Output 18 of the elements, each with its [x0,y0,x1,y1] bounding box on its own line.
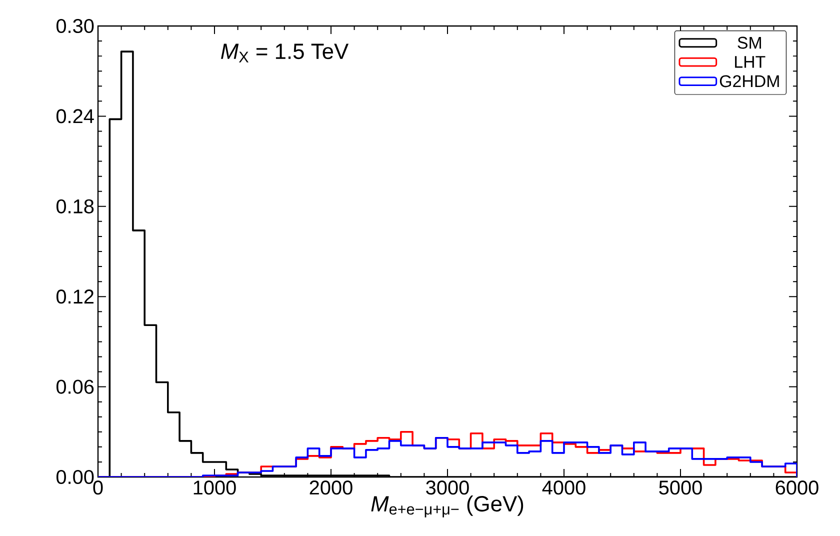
y-tick-label: 0.00 [56,470,94,484]
x-tick-label: 5000 [659,480,702,495]
y-tick-label: 0.18 [56,199,94,214]
legend-label: G2HDM [720,75,779,88]
x-tick-label: 4000 [542,480,586,495]
y-tick-label: 0.12 [56,290,94,304]
y-tick-label: 0.06 [56,380,94,394]
x-axis-title: M$_{e+e−μ+μ−}$ (GeV) [371,495,524,518]
legend-label: SM [738,36,761,49]
x-tick-label: 1000 [194,480,236,495]
x-tick-label: 3000 [426,480,469,495]
x-tick-label: 6000 [776,480,818,495]
legend-label: LHT [735,56,766,68]
x-tick-label: 2000 [310,480,352,495]
y-tick-label: 0.24 [56,109,94,124]
y-tick-label: 0.30 [56,18,94,34]
x-tick-label: 0 [93,480,103,495]
annotation: M$_{X}$ = 1.5 TeV [221,44,349,62]
